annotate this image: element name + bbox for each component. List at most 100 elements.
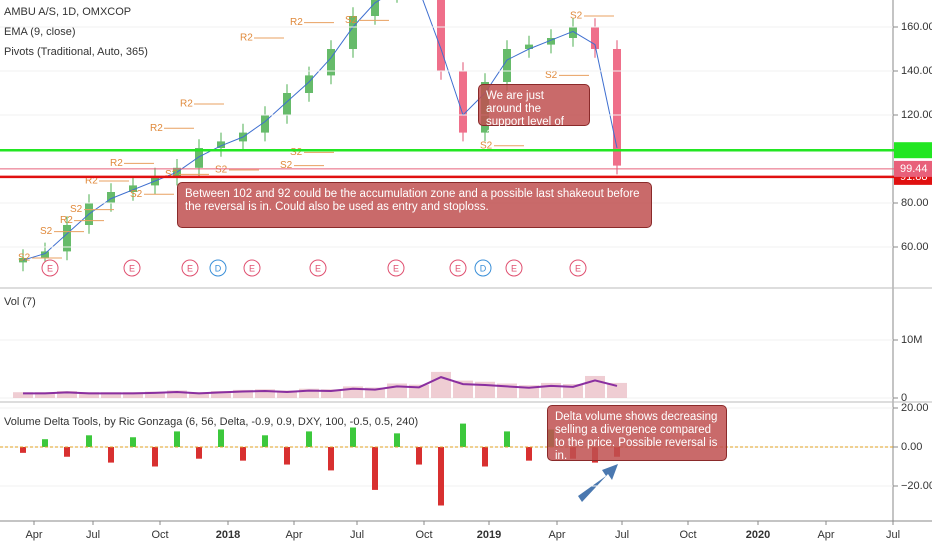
annotation: Delta volume shows decreasing selling a …: [547, 405, 727, 462]
delta-bar: [64, 447, 70, 457]
delta-bar: [482, 447, 488, 467]
volume-bar: [211, 391, 231, 398]
pivot-label: S2: [165, 169, 178, 180]
x-tick-label: Jul: [886, 529, 900, 541]
event-marker: [243, 259, 261, 277]
delta-bar: [262, 435, 268, 447]
x-tick-label: Apr: [25, 529, 42, 541]
x-tick-label: Oct: [151, 529, 168, 541]
pivot-label: S2: [345, 15, 358, 26]
volume-bar: [431, 371, 451, 398]
price-tag: 99.44: [900, 163, 928, 175]
event-label: E: [393, 263, 399, 273]
y-tick-label: 20.00: [901, 402, 929, 414]
delta-bar: [20, 447, 26, 453]
x-tick-label: Jul: [86, 529, 100, 541]
event-marker: [41, 259, 59, 277]
delta-bar: [394, 433, 400, 447]
delta-bar: [42, 439, 48, 447]
candle: [569, 27, 577, 38]
y-tick-label: 160.00: [901, 21, 932, 33]
candle: [41, 251, 49, 258]
legend: Volume Delta Tools, by Ric Gonzaga (6, 5…: [4, 416, 418, 428]
delta-bar: [504, 431, 510, 447]
volume-bar: [277, 390, 297, 398]
pivot-label: R2: [180, 99, 193, 110]
pivot-label: R2: [60, 215, 73, 226]
x-tick-label: Oct: [679, 529, 696, 541]
x-tick-label: Jul: [350, 529, 364, 541]
delta-bar: [438, 447, 444, 506]
legend: Pivots (Traditional, Auto, 365): [4, 46, 148, 58]
volume-bar: [233, 389, 253, 398]
pivot-label: R2: [240, 33, 253, 44]
volume-bar: [607, 382, 627, 398]
y-tick-label: 140.00: [901, 65, 932, 77]
pivot-label: S2: [18, 253, 31, 264]
event-label: D: [215, 263, 222, 273]
volume-bar: [13, 392, 33, 398]
volume-bar: [145, 391, 165, 398]
y-tick-label: 60.00: [901, 241, 929, 253]
pivot-label: S2: [215, 165, 228, 176]
candle: [459, 71, 467, 133]
event-marker: [123, 259, 141, 277]
pivot-label: S2: [545, 70, 558, 81]
event-label: E: [511, 263, 517, 273]
x-tick-label: Apr: [548, 529, 565, 541]
pivot-label: S2: [570, 11, 583, 22]
delta-bar: [328, 447, 334, 471]
volume-bar: [299, 388, 319, 398]
delta-bar: [86, 435, 92, 447]
event-marker: [505, 259, 523, 277]
candle: [349, 16, 357, 49]
event-label: E: [187, 263, 193, 273]
volume-bar: [321, 389, 341, 398]
candle: [63, 225, 71, 252]
volume-bar: [365, 387, 385, 398]
annotation: We are just around the support level of …: [478, 84, 590, 141]
delta-bar: [130, 437, 136, 447]
candle: [547, 38, 555, 45]
delta-bar: [174, 431, 180, 447]
volume-bar: [101, 392, 121, 398]
volume-bar: [79, 392, 99, 398]
legend: AMBU A/S, 1D, OMXCOP: [4, 6, 131, 18]
last-price-line-tag: [894, 160, 932, 177]
legend: EMA (9, close): [4, 26, 76, 38]
candle: [327, 49, 335, 76]
pivot-label: R2: [290, 17, 303, 28]
volume-bar: [585, 375, 605, 398]
x-tick-label: Jul: [615, 529, 629, 541]
event-marker: [474, 259, 492, 277]
candle: [503, 49, 511, 82]
x-tick-label: 2020: [746, 529, 770, 541]
legend: Vol (7): [4, 296, 36, 308]
candle: [305, 75, 313, 93]
volume-bar: [167, 390, 187, 398]
candle: [107, 192, 115, 203]
event-label: E: [315, 263, 321, 273]
pivot-label: S2: [130, 189, 143, 200]
pivot-label: S2: [290, 147, 303, 158]
x-tick-label: 2019: [477, 529, 501, 541]
delta-bar: [152, 447, 158, 467]
event-marker: [309, 259, 327, 277]
pivot-label: R2: [85, 176, 98, 187]
pivot-label: S2: [480, 140, 493, 151]
x-tick-label: Apr: [285, 529, 302, 541]
volume-bar: [255, 389, 275, 398]
delta-bar: [460, 423, 466, 447]
event-marker: [569, 259, 587, 277]
delta-bar: [350, 427, 356, 447]
candle: [129, 185, 137, 192]
volume-bar: [343, 386, 363, 398]
candle: [371, 0, 379, 16]
event-label: E: [47, 263, 53, 273]
delta-bar: [526, 447, 532, 461]
event-label: D: [480, 263, 487, 273]
x-tick-label: Oct: [415, 529, 432, 541]
volume-ma: [23, 376, 618, 395]
x-tick-label: Apr: [817, 529, 834, 541]
